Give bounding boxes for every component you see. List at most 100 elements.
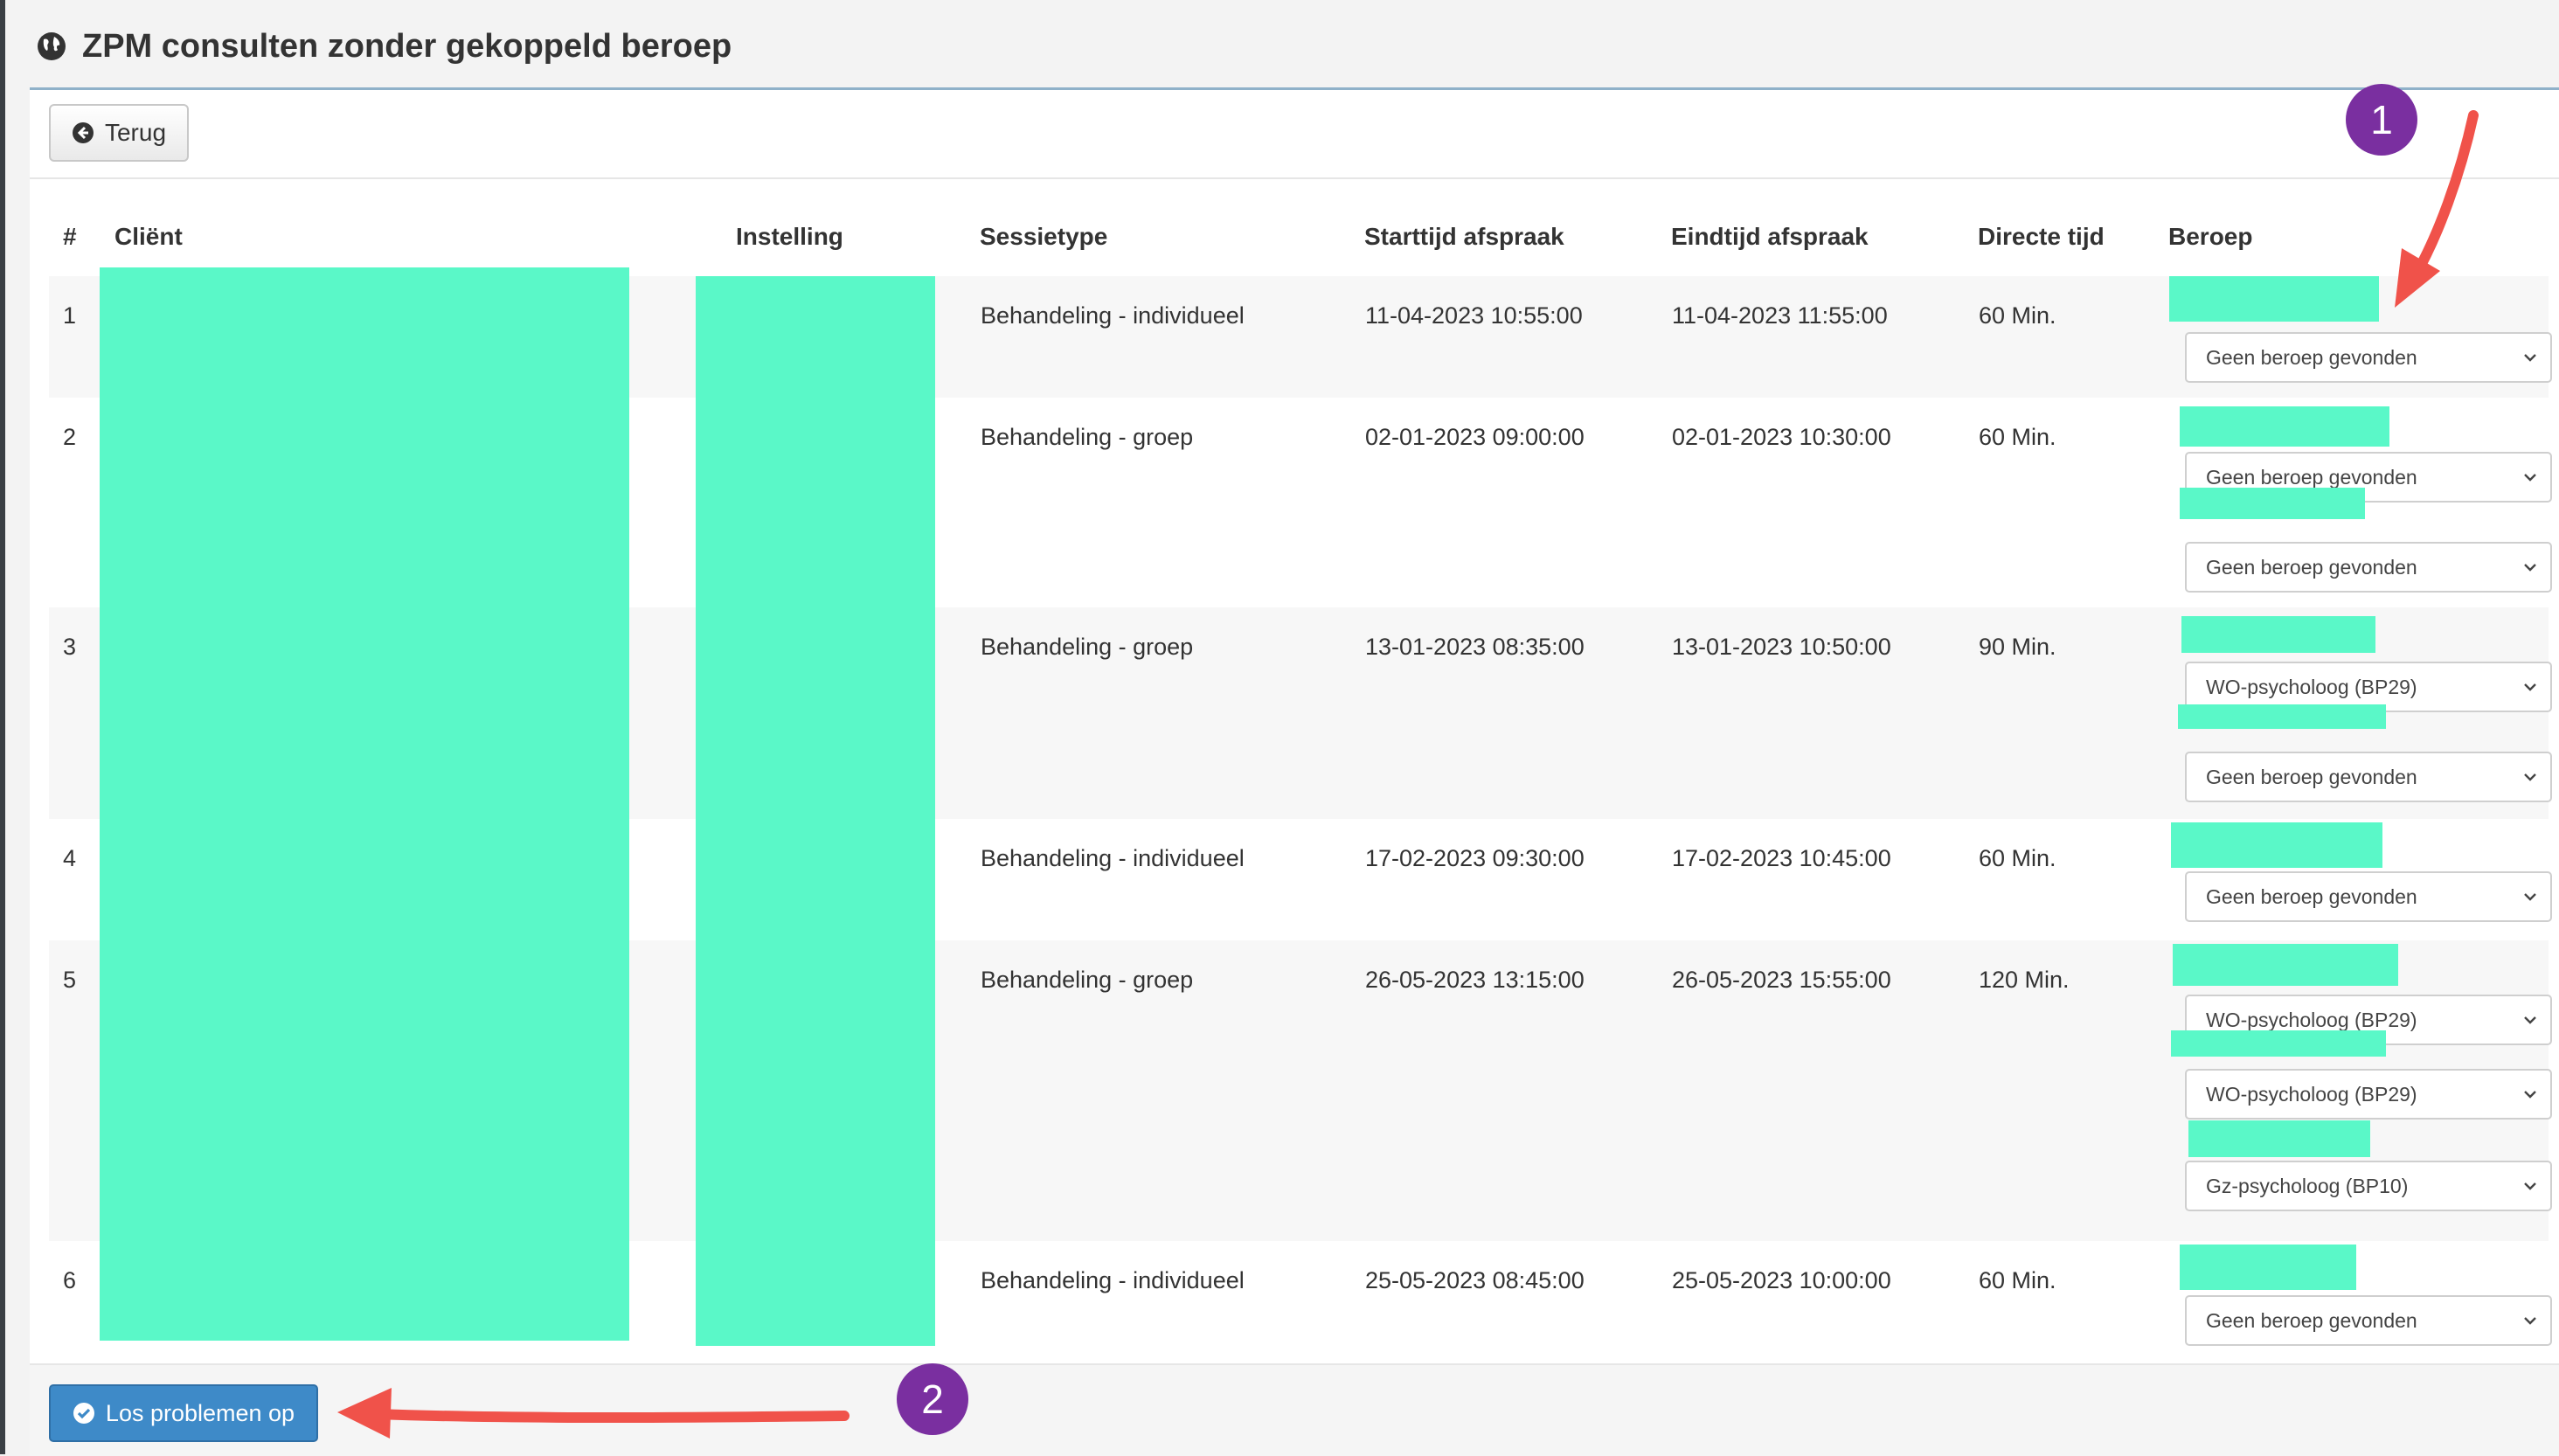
redacted-label bbox=[2173, 944, 2398, 986]
chevron-down-icon bbox=[2524, 773, 2536, 781]
beroep-select[interactable]: Geen beroep gevonden bbox=[2185, 452, 2552, 503]
starttijd-cell: 26-05-2023 13:15:00 bbox=[1364, 940, 1671, 1241]
sessietype-cell: Behandeling - groep bbox=[980, 607, 1364, 819]
annotation-badge-2: 2 bbox=[897, 1363, 968, 1435]
beroep-item: Geen beroep gevonden bbox=[2169, 819, 2552, 939]
col-header-sessietype: Sessietype bbox=[980, 223, 1108, 250]
table-header-row: # Cliënt Instelling Sessietype Starttijd… bbox=[49, 198, 2549, 276]
redacted-label bbox=[2171, 822, 2382, 868]
eindtijd-cell: 26-05-2023 15:55:00 bbox=[1671, 940, 1978, 1241]
fix-problems-button[interactable]: Los problemen op bbox=[49, 1384, 318, 1442]
beroep-item: Geen beroep gevonden bbox=[2169, 276, 2552, 397]
directe-tijd-cell: 60 Min. bbox=[1978, 398, 2168, 607]
chevron-down-icon bbox=[2524, 564, 2536, 572]
beroep-select[interactable]: WO-psycholoog (BP29) bbox=[2185, 1069, 2552, 1120]
col-header-client: Cliënt bbox=[114, 223, 183, 250]
beroep-item: Geen beroep gevonden bbox=[2169, 488, 2552, 593]
sessietype-cell: Behandeling - individueel bbox=[980, 819, 1364, 940]
sessietype-cell: Behandeling - individueel bbox=[980, 276, 1364, 398]
chevron-down-icon bbox=[2524, 1091, 2536, 1099]
beroep-select-value: WO-psycholoog (BP29) bbox=[2206, 675, 2417, 698]
sessietype-cell: Behandeling - groep bbox=[980, 398, 1364, 607]
consult-table: # Cliënt Instelling Sessietype Starttijd… bbox=[49, 198, 2552, 1364]
beroep-cell: WO-psycholoog (BP29) Geen beroep gevonde… bbox=[2168, 607, 2552, 819]
beroep-select-value: WO-psycholoog (BP29) bbox=[2206, 1008, 2417, 1031]
beroep-select-value: Geen beroep gevonden bbox=[2206, 884, 2417, 908]
chevron-down-icon bbox=[2524, 354, 2536, 362]
col-header-num: # bbox=[63, 223, 77, 250]
badge-2-label: 2 bbox=[921, 1376, 944, 1422]
beroep-cell: Geen beroep gevonden bbox=[2168, 276, 2552, 398]
beroep-select[interactable]: Gz-psycholoog (BP10) bbox=[2185, 1161, 2552, 1211]
sessietype-cell: Behandeling - individueel bbox=[980, 1241, 1364, 1364]
left-edge-bar bbox=[0, 0, 5, 1454]
panel-footer: Los problemen op bbox=[30, 1363, 2559, 1456]
redacted-label bbox=[2180, 488, 2365, 519]
panel-toolbar: Terug bbox=[30, 90, 2559, 179]
directe-tijd-cell: 60 Min. bbox=[1978, 819, 2168, 940]
beroep-select-value: Geen beroep gevonden bbox=[2206, 465, 2417, 489]
page-header: ZPM consulten zonder gekoppeld beroep bbox=[37, 24, 732, 68]
eindtijd-cell: 02-01-2023 10:30:00 bbox=[1671, 398, 1978, 607]
globe-icon bbox=[38, 32, 66, 60]
chevron-down-icon bbox=[2524, 683, 2536, 691]
beroep-item: Geen beroep gevonden bbox=[2169, 1241, 2552, 1363]
beroep-select[interactable]: Geen beroep gevonden bbox=[2185, 871, 2552, 922]
redacted-label bbox=[2171, 1030, 2386, 1057]
chevron-down-icon bbox=[2524, 474, 2536, 482]
starttijd-cell: 13-01-2023 08:35:00 bbox=[1364, 607, 1671, 819]
sessietype-cell: Behandeling - groep bbox=[980, 940, 1364, 1241]
beroep-select[interactable]: Geen beroep gevonden bbox=[2185, 332, 2552, 383]
beroep-item: Geen beroep gevonden bbox=[2169, 398, 2552, 503]
eindtijd-cell: 25-05-2023 10:00:00 bbox=[1671, 1241, 1978, 1364]
eindtijd-cell: 17-02-2023 10:45:00 bbox=[1671, 819, 1978, 940]
beroep-select-value: Geen beroep gevonden bbox=[2206, 555, 2417, 579]
beroep-select[interactable]: Geen beroep gevonden bbox=[2185, 1295, 2552, 1346]
directe-tijd-cell: 60 Min. bbox=[1978, 1241, 2168, 1364]
beroep-item: WO-psycholoog (BP29) bbox=[2169, 607, 2552, 712]
col-header-eindtijd: Eindtijd afspraak bbox=[1671, 223, 1869, 250]
beroep-item: Gz-psycholoog (BP10) bbox=[2169, 1120, 2552, 1211]
redacted-label bbox=[2178, 704, 2386, 729]
chevron-down-icon bbox=[2524, 1016, 2536, 1024]
col-header-starttijd: Starttijd afspraak bbox=[1364, 223, 1564, 250]
starttijd-cell: 11-04-2023 10:55:00 bbox=[1364, 276, 1671, 398]
beroep-select-value: Geen beroep gevonden bbox=[2206, 765, 2417, 788]
chevron-down-icon bbox=[2524, 1317, 2536, 1325]
beroep-cell: WO-psycholoog (BP29) WO-psycholoog (BP29… bbox=[2168, 940, 2552, 1241]
page-title: ZPM consulten zonder gekoppeld beroep bbox=[82, 27, 732, 65]
directe-tijd-cell: 90 Min. bbox=[1978, 607, 2168, 819]
directe-tijd-cell: 60 Min. bbox=[1978, 276, 2168, 398]
starttijd-cell: 25-05-2023 08:45:00 bbox=[1364, 1241, 1671, 1364]
col-header-beroep: Beroep bbox=[2168, 223, 2253, 250]
redacted-label bbox=[2181, 616, 2375, 653]
beroep-select-value: Geen beroep gevonden bbox=[2206, 1308, 2417, 1332]
beroep-item: WO-psycholoog (BP29) bbox=[2169, 940, 2552, 1045]
beroep-select-value: Gz-psycholoog (BP10) bbox=[2206, 1174, 2409, 1197]
directe-tijd-cell: 120 Min. bbox=[1978, 940, 2168, 1241]
beroep-select[interactable]: Geen beroep gevonden bbox=[2185, 752, 2552, 802]
starttijd-cell: 02-01-2023 09:00:00 bbox=[1364, 398, 1671, 607]
chevron-down-icon bbox=[2524, 893, 2536, 901]
col-header-instelling: Instelling bbox=[736, 223, 843, 250]
beroep-cell: Geen beroep gevonden bbox=[2168, 1241, 2552, 1364]
beroep-cell: Geen beroep gevonden Geen beroep gevonde… bbox=[2168, 398, 2552, 607]
annotation-badge-1: 1 bbox=[2346, 84, 2417, 156]
redacted-label bbox=[2180, 406, 2389, 447]
circle-check-icon bbox=[73, 1403, 94, 1424]
redacted-label bbox=[2169, 276, 2379, 322]
eindtijd-cell: 11-04-2023 11:55:00 bbox=[1671, 276, 1978, 398]
beroep-item: WO-psycholoog (BP29) bbox=[2169, 1030, 2552, 1120]
back-button[interactable]: Terug bbox=[49, 104, 189, 162]
beroep-cell: Geen beroep gevonden bbox=[2168, 819, 2552, 940]
beroep-item: Geen beroep gevonden bbox=[2169, 697, 2552, 802]
beroep-select[interactable]: WO-psycholoog (BP29) bbox=[2185, 662, 2552, 712]
starttijd-cell: 17-02-2023 09:30:00 bbox=[1364, 819, 1671, 940]
back-button-label: Terug bbox=[104, 119, 167, 146]
redacted-instelling-column bbox=[696, 276, 935, 1346]
col-header-directe-tijd: Directe tijd bbox=[1978, 223, 2105, 250]
eindtijd-cell: 13-01-2023 10:50:00 bbox=[1671, 607, 1978, 819]
chevron-down-icon bbox=[2524, 1182, 2536, 1190]
beroep-select[interactable]: Geen beroep gevonden bbox=[2185, 542, 2552, 593]
redacted-label bbox=[2188, 1120, 2370, 1157]
